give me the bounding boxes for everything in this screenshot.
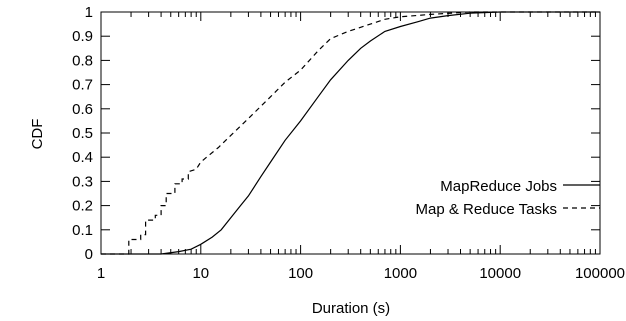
y-tick-label: 0.9 [72,28,93,45]
y-tick-label: 0.6 [72,101,93,118]
y-tick-label: 0.5 [72,125,93,142]
x-tick-label: 1 [97,265,105,282]
x-tick-label: 100 [288,265,313,282]
legend-label-mapreduce-jobs: MapReduce Jobs [440,178,557,195]
y-tick-label: 0.4 [72,149,93,166]
y-tick-label: 0.1 [72,222,93,239]
y-axis-title: CDF [29,119,46,150]
y-tick-label: 0 [85,246,93,263]
x-tick-label: 10 [192,265,209,282]
y-tick-label: 0.3 [72,173,93,190]
series-line-mapreduce-jobs [101,11,600,255]
x-axis: 1 10 100 1000 10000 100000 [97,12,625,282]
series-layer [101,11,600,255]
x-tick-label: 100000 [575,265,625,282]
x-tick-label: 1000 [384,265,417,282]
x-axis-title: Duration (s) [312,300,390,317]
y-tick-label: 0.7 [72,77,93,94]
y-tick-label: 1 [85,4,93,21]
series-line-map-reduce-tasks [101,11,600,255]
y-tick-label: 0.8 [72,52,93,69]
x-tick-label: 10000 [479,265,521,282]
y-axis: 0 0.1 0.2 0.3 0.4 0.5 0.6 0.7 0.8 0.9 1 [72,4,600,263]
y-tick-label: 0.2 [72,198,93,215]
legend: MapReduce Jobs Map & Reduce Tasks [416,178,600,218]
legend-label-map-reduce-tasks: Map & Reduce Tasks [416,201,557,218]
